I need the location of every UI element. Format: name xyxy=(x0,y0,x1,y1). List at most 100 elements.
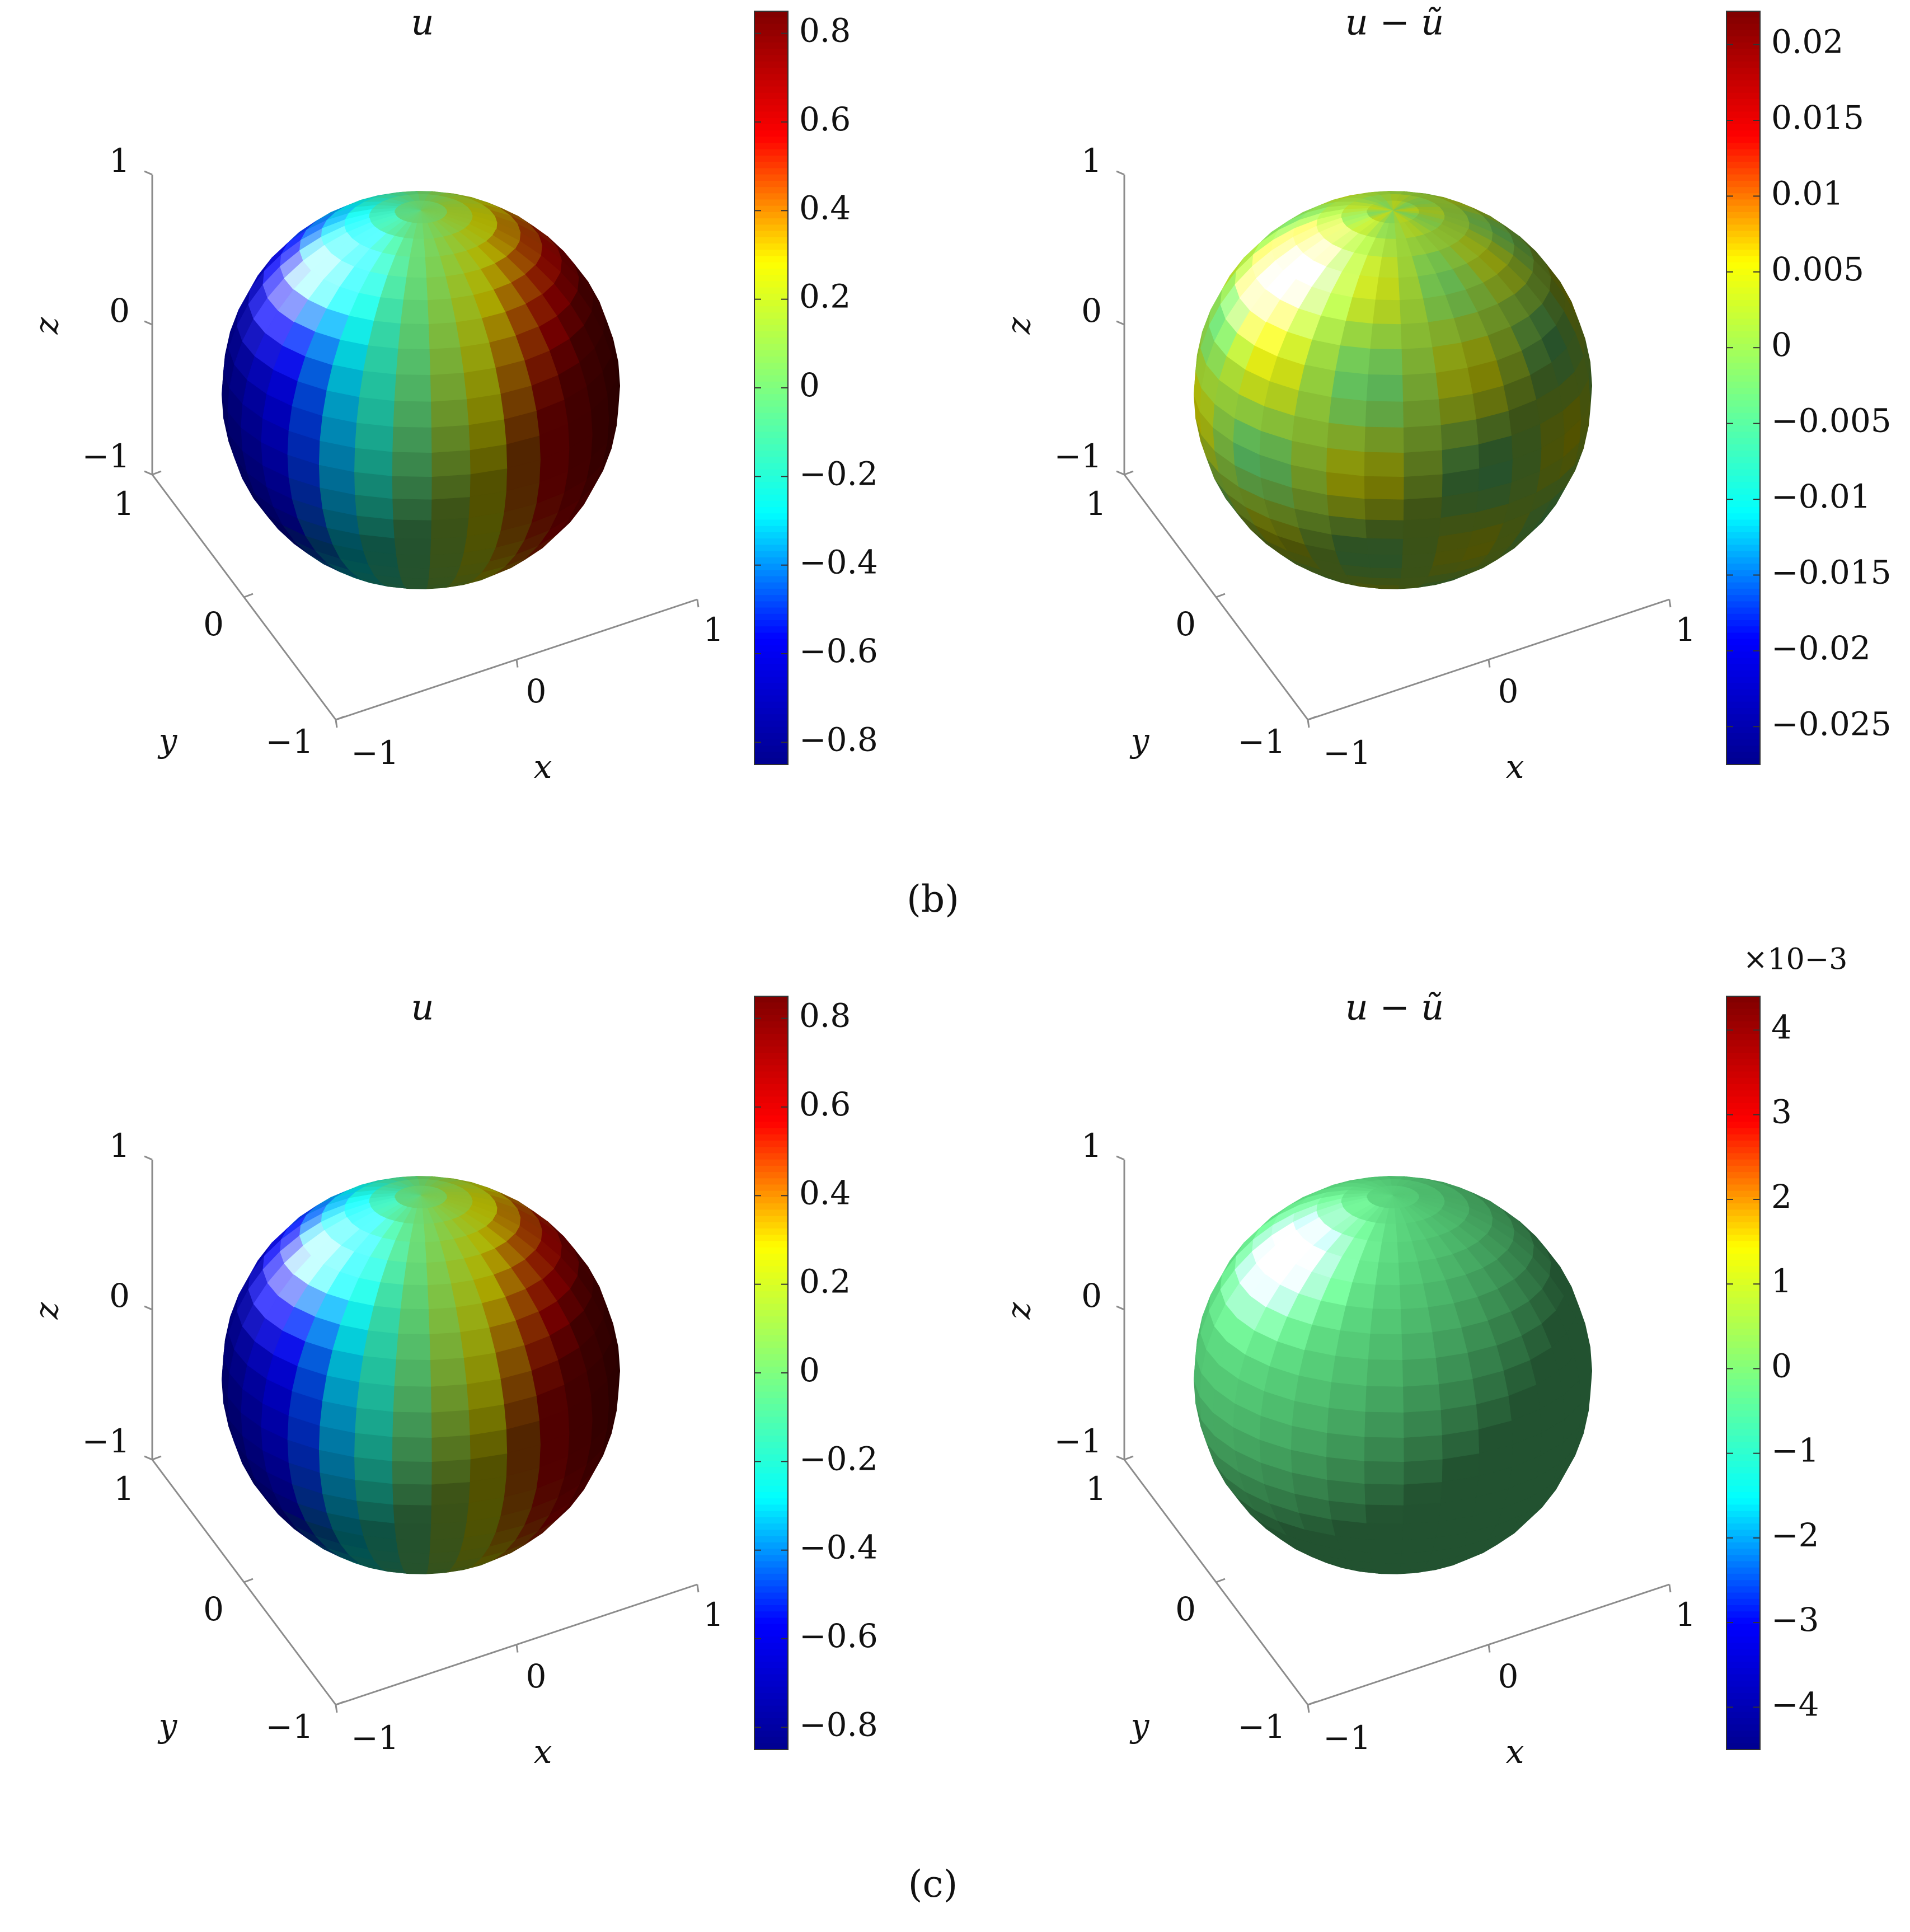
colorbar-segment xyxy=(1726,482,1760,489)
colorbar-segment xyxy=(1726,1253,1760,1261)
colorbar-segment xyxy=(754,1172,788,1179)
colorbar-segment xyxy=(1726,564,1760,571)
colorbar-segment xyxy=(754,1724,788,1732)
colorbar-segment xyxy=(1726,1373,1760,1380)
x-tick-label: −1 xyxy=(351,734,399,772)
colorbar-segment xyxy=(1726,381,1760,388)
colorbar-segment xyxy=(1726,300,1760,307)
colorbar-segment xyxy=(1726,17,1760,25)
colorbar-segment xyxy=(1726,1134,1760,1141)
colorbar-segment xyxy=(754,683,788,690)
colorbar-segment xyxy=(1726,306,1760,313)
x-tick-label: 0 xyxy=(526,1657,547,1695)
colorbar-segment xyxy=(754,457,788,464)
colorbar-segment xyxy=(754,218,788,226)
colorbar-segment xyxy=(1726,714,1760,721)
colorbar-segment xyxy=(754,1366,788,1373)
surface-patch xyxy=(1326,1456,1365,1484)
colorbar-segment xyxy=(1726,318,1760,326)
surface-patch xyxy=(427,1283,456,1310)
x-tick-label: 0 xyxy=(1498,672,1519,710)
surface-patch xyxy=(1401,552,1436,569)
panel-2: 1 0 −1 z 1 0 −1 y −1 0 1 x u − ũ 0.02 0.015 0.01 0.005 0 −… xyxy=(999,2,1892,786)
colorbar-segment xyxy=(1726,1310,1760,1317)
colorbar-segment xyxy=(1726,1184,1760,1192)
surface-patch xyxy=(1400,1307,1433,1335)
colorbar-segment xyxy=(754,193,788,200)
colorbar-segment xyxy=(754,1222,788,1229)
colorbar-segment xyxy=(1726,1109,1760,1117)
x-tick-mark xyxy=(515,659,519,668)
colorbar-segment xyxy=(1726,30,1760,37)
colorbar-segment xyxy=(754,105,788,112)
colorbar-segment xyxy=(754,350,788,357)
colorbar-segment xyxy=(1726,1278,1760,1286)
colorbar-segment xyxy=(1726,1385,1760,1392)
colorbar-segment xyxy=(1726,193,1760,200)
colorbar-segment xyxy=(1726,476,1760,483)
colorbar-segment xyxy=(754,996,788,1003)
colorbar-segment xyxy=(754,701,788,709)
colorbar-segment xyxy=(754,1103,788,1110)
colorbar-segment xyxy=(754,1649,788,1656)
colorbar-segment xyxy=(754,1711,788,1719)
colorbar-segment xyxy=(1726,582,1760,589)
colorbar-tick-label: −4 xyxy=(1771,1685,1819,1723)
colorbar-segment xyxy=(754,55,788,62)
colorbar-segment xyxy=(754,1705,788,1713)
colorbar-segment xyxy=(754,1655,788,1662)
colorbar-segment xyxy=(1726,601,1760,608)
x-tick-label: −1 xyxy=(1323,734,1371,772)
colorbar-tick-label: −0.02 xyxy=(1771,629,1871,667)
colorbar-segment xyxy=(1726,49,1760,56)
y-tick-mark xyxy=(1216,593,1226,598)
colorbar-segment xyxy=(1726,1366,1760,1373)
colorbar-segment xyxy=(754,1511,788,1518)
surface-patch xyxy=(1364,1483,1404,1506)
colorbar-segment xyxy=(1726,1567,1760,1574)
colorbar-segment xyxy=(754,469,788,476)
colorbar-segment xyxy=(1726,1266,1760,1273)
colorbar-segment xyxy=(754,137,788,144)
y-axis-label: y xyxy=(157,1706,178,1745)
surface-patch xyxy=(1372,1284,1401,1310)
surface-patch xyxy=(392,498,432,520)
colorbar-segment xyxy=(754,1329,788,1336)
colorbar-segment xyxy=(754,1391,788,1399)
colorbar-segment xyxy=(754,49,788,56)
colorbar-segment xyxy=(1726,1624,1760,1631)
colorbar-segment xyxy=(1726,86,1760,93)
colorbar-segment xyxy=(754,1605,788,1612)
colorbar-segment xyxy=(1726,1467,1760,1474)
surface-patch xyxy=(1326,447,1365,476)
y-tick-label: −1 xyxy=(1238,1708,1286,1746)
colorbar-segment xyxy=(1726,111,1760,119)
z-tick-label: 1 xyxy=(1081,142,1102,180)
colorbar-segment xyxy=(754,149,788,156)
surface-patch xyxy=(429,1521,467,1540)
x-tick-label: −1 xyxy=(1323,1719,1371,1757)
colorbar-segment xyxy=(1726,149,1760,156)
colorbar-segment xyxy=(1726,607,1760,615)
colorbar-segment xyxy=(754,80,788,87)
colorbar-segment xyxy=(1726,1523,1760,1531)
surface-patch xyxy=(393,519,431,540)
surface-patch xyxy=(363,345,399,376)
colorbar-segment xyxy=(1726,551,1760,558)
colorbar-segment xyxy=(1726,256,1760,263)
colorbar-segment xyxy=(1726,1436,1760,1443)
colorbar-segment xyxy=(754,306,788,313)
colorbar-segment xyxy=(1726,224,1760,232)
colorbar-segment xyxy=(1726,187,1760,194)
surface-patch xyxy=(1400,322,1433,350)
surface-patch xyxy=(1401,373,1439,402)
z-tick-label: 0 xyxy=(109,292,130,330)
colorbar-segment xyxy=(1726,162,1760,169)
colorbar-segment xyxy=(1726,1028,1760,1035)
colorbar-segment xyxy=(1726,1247,1760,1254)
colorbar-segment xyxy=(754,1096,788,1104)
panel-title: u xyxy=(411,987,434,1029)
surface-patch xyxy=(1399,298,1428,325)
colorbar-segment xyxy=(754,394,788,401)
colorbar-segment xyxy=(754,1680,788,1687)
